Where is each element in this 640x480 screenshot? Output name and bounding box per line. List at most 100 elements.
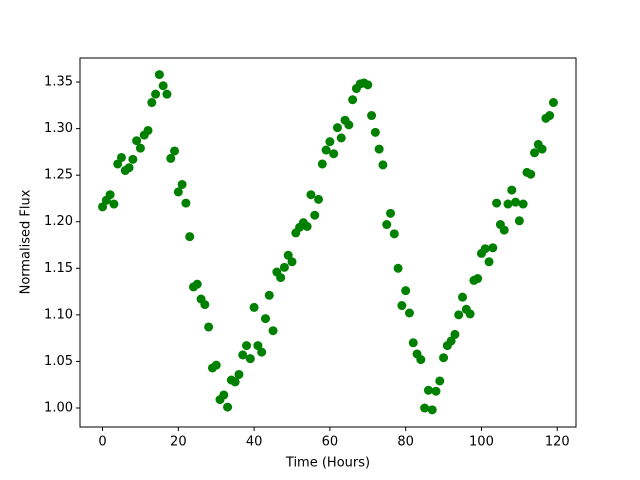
data-point: [367, 111, 377, 121]
x-tick-label: 40: [246, 435, 263, 450]
data-point: [427, 405, 437, 415]
data-point: [537, 144, 547, 154]
data-point: [116, 152, 126, 162]
data-point: [306, 190, 316, 200]
data-point: [310, 210, 320, 220]
data-point: [249, 302, 259, 312]
data-point: [378, 160, 388, 170]
data-point: [185, 232, 195, 242]
data-point: [382, 220, 392, 230]
data-point: [389, 229, 399, 239]
data-point: [431, 386, 441, 396]
data-point: [416, 355, 426, 365]
data-point: [158, 81, 168, 91]
x-tick-label: 0: [98, 435, 106, 450]
x-axis-label: Time (Hours): [285, 456, 370, 471]
data-point: [473, 274, 483, 284]
data-point: [488, 243, 498, 253]
data-point: [446, 336, 456, 346]
axes-frame: [79, 57, 577, 428]
data-point: [151, 89, 161, 99]
data-point: [109, 199, 119, 209]
data-point: [113, 159, 123, 169]
data-point: [518, 199, 528, 209]
data-point: [393, 263, 403, 273]
data-point: [147, 98, 157, 108]
data-point: [268, 326, 278, 336]
data-point: [276, 273, 286, 283]
data-point: [302, 221, 312, 231]
y-tick-label: 1.05: [44, 354, 73, 369]
data-point: [105, 190, 115, 200]
data-point: [420, 403, 430, 413]
data-point: [173, 187, 183, 197]
data-point: [223, 402, 233, 412]
data-point: [526, 169, 536, 179]
data-point: [317, 159, 327, 169]
data-point: [386, 208, 396, 218]
data-point: [257, 347, 267, 357]
y-axis-label: Normalised Flux: [19, 189, 34, 294]
data-point: [332, 123, 342, 133]
data-point: [439, 353, 449, 363]
data-point: [230, 377, 240, 387]
x-tick-label: 100: [469, 435, 494, 450]
data-point: [401, 286, 411, 296]
data-point: [363, 80, 373, 90]
data-point: [260, 314, 270, 324]
data-point: [177, 179, 187, 189]
data-point: [480, 244, 490, 254]
data-point: [234, 369, 244, 379]
x-tick-label: 120: [545, 435, 570, 450]
x-tick-label: 20: [170, 435, 187, 450]
data-point: [325, 137, 335, 147]
data-point: [124, 163, 134, 173]
data-point: [370, 127, 380, 137]
data-point: [211, 360, 221, 370]
data-point: [287, 257, 297, 267]
data-point: [348, 95, 358, 105]
data-point: [245, 354, 255, 364]
data-point: [530, 148, 540, 158]
data-point: [283, 250, 293, 260]
data-point: [253, 341, 263, 351]
data-point: [238, 350, 248, 360]
data-point: [170, 146, 180, 156]
data-point: [499, 225, 509, 235]
y-tick-label: 1.15: [44, 261, 73, 276]
y-tick-label: 1.35: [44, 75, 73, 90]
data-point: [408, 338, 418, 348]
data-point: [545, 111, 555, 121]
data-point: [423, 385, 433, 395]
data-point: [132, 136, 142, 146]
y-tick-label: 1.30: [44, 121, 73, 136]
data-point: [154, 70, 164, 80]
data-point: [484, 257, 494, 267]
data-point: [204, 322, 214, 332]
x-tick-label: 80: [397, 435, 414, 450]
data-point: [181, 198, 191, 208]
data-point: [435, 376, 445, 386]
data-point: [397, 301, 407, 311]
data-point: [264, 290, 274, 300]
data-point: [166, 153, 176, 163]
data-point: [135, 143, 145, 153]
data-point: [336, 133, 346, 143]
data-point: [507, 185, 517, 195]
data-point: [98, 202, 108, 212]
data-point: [450, 329, 460, 339]
data-point: [374, 144, 384, 154]
data-point: [548, 98, 558, 108]
data-point: [242, 341, 252, 351]
data-point: [321, 145, 331, 155]
data-point: [511, 197, 521, 207]
y-tick-label: 1.20: [44, 214, 73, 229]
data-point: [492, 198, 502, 208]
data-point: [465, 309, 475, 319]
data-point: [314, 194, 324, 204]
data-point: [329, 149, 339, 159]
data-point: [162, 89, 172, 99]
data-point: [344, 120, 354, 130]
data-point: [404, 308, 414, 318]
